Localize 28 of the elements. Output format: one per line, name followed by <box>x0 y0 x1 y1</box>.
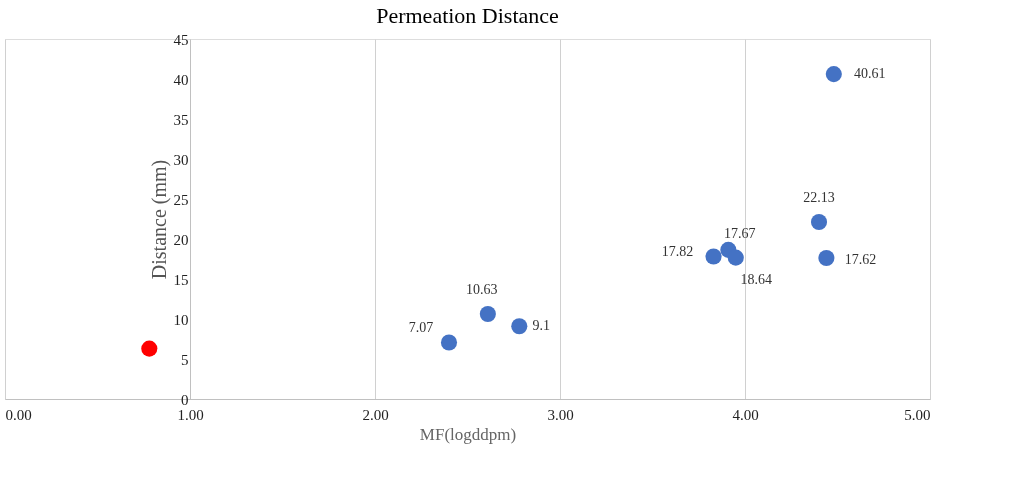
x-tick-label: 2.00 <box>362 406 389 423</box>
x-tick-label: 1.00 <box>177 406 204 423</box>
x-tick-label: 4.00 <box>732 406 759 423</box>
data-label: 9.1 <box>532 318 551 334</box>
y-tick-label: 25 <box>173 191 189 208</box>
data-label: 17.67 <box>724 225 756 241</box>
y-tick-label: 45 <box>173 31 189 48</box>
y-tick-label: 10 <box>173 311 189 328</box>
data-label: 17.82 <box>661 244 694 260</box>
y-axis-title: Distance (mm) <box>147 159 171 280</box>
data-label: 10.63 <box>466 281 498 297</box>
x-tick-label: 5.00 <box>904 406 931 423</box>
y-tick-label: 30 <box>173 151 189 168</box>
y-tick-label: 20 <box>173 231 189 248</box>
y-tick-label: 40 <box>173 71 189 88</box>
x-axis-title: MF(logddpm) <box>419 424 517 444</box>
data-label: 17.62 <box>844 252 877 268</box>
y-tick-label: 35 <box>173 111 189 128</box>
chart-title: Permeation Distance <box>376 3 559 28</box>
y-tick-label: 5 <box>181 351 189 368</box>
y-tick-label: 0 <box>181 391 189 408</box>
data-label: 18.64 <box>740 271 773 287</box>
y-tick-label: 15 <box>173 271 189 288</box>
data-label: 40.61 <box>854 66 886 82</box>
x-tick-label: 0.00 <box>5 406 32 423</box>
data-label: 7.07 <box>408 320 434 336</box>
data-label: 22.13 <box>803 189 835 205</box>
x-tick-label: 3.00 <box>547 406 574 423</box>
